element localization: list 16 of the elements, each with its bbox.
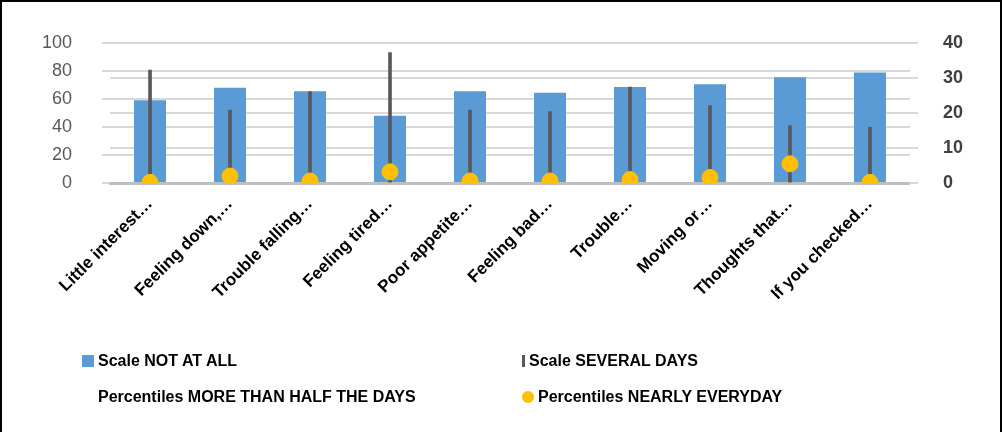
y-tick-label: 100: [41, 31, 73, 52]
y-tick-label: 0: [62, 172, 73, 193]
y-tick-label: 40: [52, 115, 73, 136]
y-tick-label: 20: [52, 143, 73, 164]
y2-tick-label: 40: [942, 31, 964, 52]
y2-tick-label: 0: [942, 172, 953, 193]
legend-label: Scale NOT AT ALL: [98, 352, 237, 370]
legend-label: Scale SEVERAL DAYS: [529, 352, 698, 370]
y2-tick-label: 20: [942, 101, 964, 122]
text: Percentiles MORE THAN HALF THE DAYS: [98, 388, 416, 406]
bar: [853, 72, 886, 183]
y-tick-label: 80: [52, 59, 73, 80]
y2-tick-label: 30: [942, 66, 964, 87]
y2-tick-label: 10: [942, 136, 964, 157]
y-tick-label: 60: [52, 87, 73, 108]
legend-label: Percentiles NEARLY EVERYDAY: [538, 388, 783, 406]
